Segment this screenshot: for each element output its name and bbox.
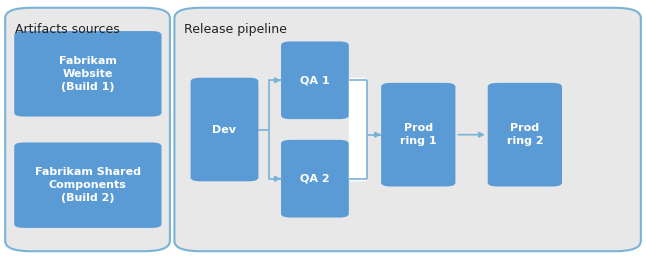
Text: Fabrikam
Website
(Build 1): Fabrikam Website (Build 1) [59, 56, 117, 92]
Text: Prod
ring 1: Prod ring 1 [400, 123, 437, 146]
FancyBboxPatch shape [174, 8, 641, 251]
Text: Release pipeline: Release pipeline [184, 23, 287, 36]
Text: Dev: Dev [213, 125, 236, 134]
FancyBboxPatch shape [14, 142, 162, 228]
Text: QA 1: QA 1 [300, 75, 329, 85]
FancyBboxPatch shape [5, 8, 170, 251]
FancyBboxPatch shape [281, 140, 349, 218]
Text: Artifacts sources: Artifacts sources [15, 23, 120, 36]
FancyBboxPatch shape [381, 83, 455, 186]
Text: Prod
ring 2: Prod ring 2 [506, 123, 543, 146]
FancyBboxPatch shape [14, 31, 162, 117]
FancyBboxPatch shape [281, 41, 349, 119]
FancyBboxPatch shape [191, 78, 258, 181]
FancyBboxPatch shape [349, 78, 367, 181]
FancyBboxPatch shape [488, 83, 562, 186]
Text: QA 2: QA 2 [300, 174, 329, 184]
Text: Fabrikam Shared
Components
(Build 2): Fabrikam Shared Components (Build 2) [35, 167, 141, 203]
